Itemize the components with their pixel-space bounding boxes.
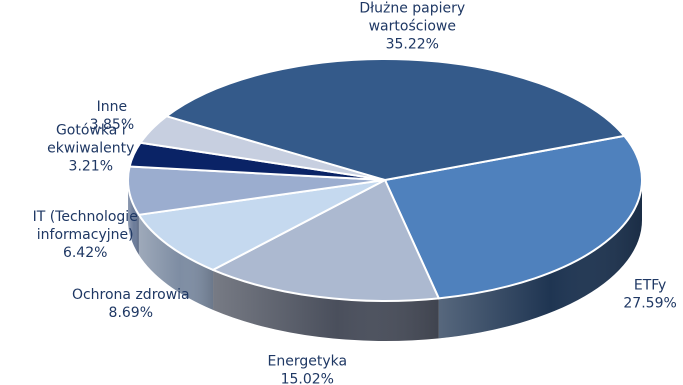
label-inne: Inne 3.85% [90, 99, 134, 133]
pct-etfy: 27.59% [623, 295, 676, 311]
pct-gotowka: 3.21% [69, 158, 113, 174]
pct-inne: 3.85% [90, 117, 134, 133]
pct-dluzne: 35.22% [386, 37, 439, 53]
name-energetyka-0: Energetyka [268, 354, 348, 370]
name-it-0: IT (Technologie [33, 209, 138, 225]
pct-energetyka: 15.02% [281, 372, 334, 385]
label-it: IT (Technologie informacyjne) 6.42% [33, 209, 138, 261]
slice-dluzne [165, 58, 626, 181]
name-it-1: informacyjne) [37, 227, 134, 243]
pie-tops [127, 58, 643, 302]
slice-side-shade-energetyka [213, 269, 439, 341]
name-dluzne-0: Dłużne papiery [359, 1, 465, 17]
name-gotowka-0: Gotówka i [56, 122, 126, 138]
label-ochrona-zdrowia: Ochrona zdrowia 8.69% [72, 287, 190, 321]
name-gotowka-1: ekwiwalenty [47, 140, 134, 156]
pct-it: 6.42% [63, 245, 107, 261]
name-etfy-0: ETFy [634, 277, 666, 293]
slice-ochrona-zdrowia [137, 179, 386, 271]
slice-side-shade-etfy [438, 180, 642, 339]
pct-ochrona-zdrowia: 8.69% [109, 305, 153, 321]
label-gotowka: Gotówka i ekwiwalenty 3.21% [47, 122, 134, 174]
label-etfy: ETFy 27.59% [623, 277, 676, 311]
name-inne-0: Inne [97, 99, 128, 115]
label-dluzne: Dłużne papiery wartościowe 35.22% [359, 1, 465, 53]
name-dluzne-1: wartościowe [369, 19, 456, 35]
name-ochrona-zdrowia-0: Ochrona zdrowia [72, 287, 190, 303]
slice-etfy [384, 134, 643, 300]
slice-side-shade-ochrona-zdrowia [138, 214, 214, 310]
label-energetyka: Energetyka 15.02% [268, 354, 348, 385]
slice-energetyka [212, 179, 440, 302]
pie-labels: ETFy 27.59% Energetyka 15.02% Ochrona zdrowi… [33, 1, 677, 385]
